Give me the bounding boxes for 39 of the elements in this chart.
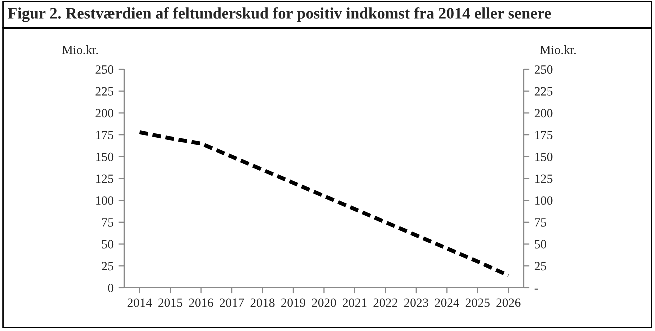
x-tick-label: 2018	[250, 298, 275, 308]
y-tick-label: 150	[96, 152, 114, 162]
y-tick-label: 125	[96, 174, 114, 184]
y-tick-label: 0	[108, 284, 114, 292]
x-tick-label: 2023	[404, 298, 428, 308]
x-tick-label: 2014	[128, 298, 152, 308]
y2-tick-label: 125	[536, 174, 553, 184]
line-series	[138, 130, 511, 278]
x-tick-label: 2015	[158, 298, 183, 308]
y2-tick-label: 175	[536, 131, 553, 140]
y-axis-title: Mio.kr.	[62, 46, 98, 54]
x-tick-label: 2020	[312, 298, 336, 308]
chart-title: Figur 2. Restværdien af feltunderskud for positiv indkomst fra 2014 eller senere	[8, 8, 552, 22]
y2-tick-label: 25	[534, 262, 546, 271]
y-tick-label: 200	[96, 109, 114, 118]
y2-tick-label: -	[534, 288, 538, 290]
y2-tick-label: 75	[535, 218, 546, 227]
x-tick-label: 2016	[189, 298, 214, 308]
x-tick-label: 2019	[282, 298, 306, 308]
y2-tick-label: 200	[534, 109, 553, 118]
x-tick-label: 2024	[435, 298, 460, 308]
y-tick-label: 250	[96, 66, 114, 74]
x-tick-label: 2026	[496, 298, 521, 308]
y2-tick-label: 50	[535, 240, 546, 249]
y-tick-label: 225	[96, 87, 114, 96]
y-tick-label: 100	[96, 196, 114, 206]
y-tick-label: 25	[102, 262, 114, 271]
y-tick-label: 75	[102, 218, 114, 227]
x-tick-label: 2021	[343, 298, 367, 308]
y2-tick-label: 250	[534, 66, 553, 74]
y2-tick-label: 225	[534, 87, 553, 96]
y2-tick-label: 100	[536, 196, 553, 206]
x-tick-label: 2025	[466, 298, 490, 308]
y-tick-label: 50	[102, 240, 114, 249]
y2-tick-label: 150	[536, 152, 553, 162]
y-tick-label: 175	[96, 131, 114, 140]
y2-axis-title: Mio.kr.	[540, 46, 576, 54]
x-tick-label: 2017	[220, 298, 244, 308]
x-tick-label: 2022	[374, 298, 398, 308]
